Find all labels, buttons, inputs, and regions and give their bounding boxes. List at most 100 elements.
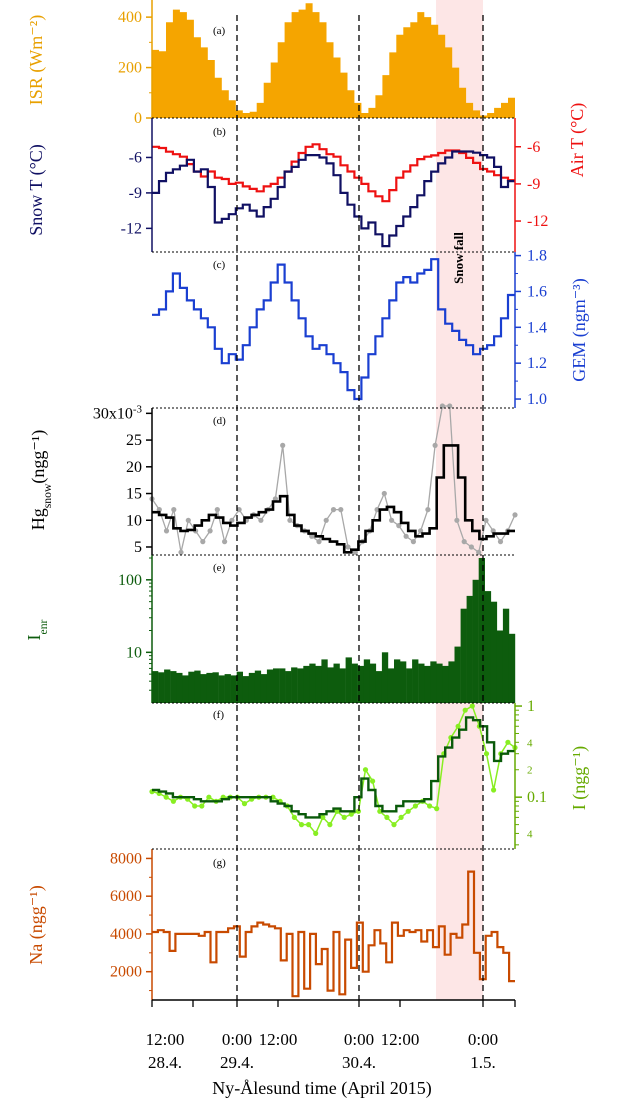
ienr-bar xyxy=(442,665,449,703)
ienr-bar xyxy=(224,674,231,703)
hg-raw-point xyxy=(222,539,228,545)
gem-tick-label: 1.4 xyxy=(527,319,547,336)
i-raw-point xyxy=(170,798,176,804)
i-axis-title: I (ngg⁻¹) xyxy=(569,746,590,810)
ienr-bar xyxy=(460,608,467,703)
i-raw-point xyxy=(427,803,433,809)
i-raw-point xyxy=(384,814,390,821)
ienr-bar xyxy=(164,669,171,703)
ienr-bar xyxy=(176,672,183,703)
i-raw-point xyxy=(491,787,497,793)
ienr-bar xyxy=(182,675,189,703)
ienr-bar xyxy=(236,671,243,703)
ienr-bar xyxy=(170,671,177,703)
x-axis-title: Ny-Ålesund time (April 2015) xyxy=(212,1078,431,1099)
ienr-bar xyxy=(478,558,485,703)
i-raw-point xyxy=(199,803,205,809)
ienr-bar xyxy=(254,670,262,703)
hg-raw-point xyxy=(468,544,474,550)
hg-raw-point xyxy=(497,539,504,545)
air-t-tick-label: -12 xyxy=(527,213,548,230)
hg-tick-label: 25 xyxy=(126,432,142,449)
panel-c: 1.8 1.6 1.4 1.2 1.0 (c) xyxy=(152,248,547,408)
x-tick-label-time: 0:00 xyxy=(222,1030,252,1049)
ienr-bar xyxy=(291,667,298,703)
panel-label-a: (a) xyxy=(213,25,226,37)
ienr-bar xyxy=(327,667,334,703)
ienr-bar xyxy=(242,676,250,703)
ienr-bar xyxy=(430,661,437,703)
ienr-bar xyxy=(400,661,407,703)
i-raw-point xyxy=(163,794,169,800)
ienr-bar xyxy=(297,668,304,703)
i-raw-point xyxy=(405,808,411,814)
panel-d: 30x10-3 25 20 15 10 5 (d) xyxy=(93,403,518,556)
i-raw-point xyxy=(241,801,248,807)
i-raw-point xyxy=(206,794,212,800)
hg-axis-title: Hgsnow(ngg⁻¹) xyxy=(28,430,54,531)
hg-raw-point xyxy=(236,507,242,513)
gem-line xyxy=(152,258,515,401)
hg-raw-point xyxy=(309,533,315,539)
ienr-bar xyxy=(273,668,280,703)
ienr-axis-title: Ienr xyxy=(24,619,50,640)
gem-tick-label: 1.0 xyxy=(527,391,547,408)
ienr-bar xyxy=(212,672,219,703)
na-tick-label: 2000 xyxy=(110,964,142,981)
gem-tick-label: 1.2 xyxy=(527,355,547,372)
x-tick-label-time: 0:00 xyxy=(468,1030,498,1049)
hg-raw-point xyxy=(432,442,438,448)
snow-t-axis-title: Snow T (°C) xyxy=(26,144,47,236)
hg-raw-point xyxy=(461,539,467,545)
hg-raw-point xyxy=(323,517,329,523)
ienr-bar xyxy=(303,665,310,703)
hg-raw-point xyxy=(287,517,293,523)
i-raw-point xyxy=(398,814,404,821)
i-raw-point xyxy=(483,751,490,757)
x-tick-label-date: 1.5. xyxy=(470,1053,496,1072)
ienr-bar xyxy=(394,659,401,703)
air-t-tick-label: -9 xyxy=(527,176,540,193)
hg-raw-point xyxy=(185,517,191,523)
hg-raw-point xyxy=(163,528,170,534)
i-raw-point xyxy=(327,822,333,828)
snowfall-shading xyxy=(436,0,483,1000)
hg-raw-point xyxy=(439,403,445,409)
hg-raw-point xyxy=(476,549,482,555)
i-tick-label: 1 xyxy=(527,698,535,715)
x-tick-label-date: 30.4. xyxy=(342,1053,376,1072)
ienr-bar xyxy=(285,671,292,703)
hg-smoothed-line xyxy=(152,444,515,554)
i-raw-point xyxy=(291,814,297,821)
panel-g: 8000 6000 4000 2000 (g) xyxy=(110,849,515,1000)
ienr-bar xyxy=(260,674,268,703)
ienr-bar xyxy=(424,665,431,703)
i-raw-point xyxy=(306,822,312,828)
x-tick-label-time: 0:00 xyxy=(344,1030,374,1049)
i-minor-tick-label: 2 xyxy=(527,765,533,777)
snow-t-tick-label: -12 xyxy=(121,220,142,237)
i-raw-point xyxy=(377,808,383,814)
hg-raw-point xyxy=(374,507,380,513)
ienr-bar xyxy=(206,672,213,703)
ienr-bar xyxy=(387,668,395,703)
i-raw-point xyxy=(320,814,326,821)
snow-t-line xyxy=(152,150,515,248)
hg-tick-label: 20 xyxy=(126,459,142,476)
i-smoothed-line xyxy=(152,716,515,819)
ienr-bar xyxy=(381,652,389,703)
ienr-bar xyxy=(472,579,479,703)
ienr-bar xyxy=(321,659,328,703)
panel-b: -6 -6 -9 -9 -12 -12 (b) xyxy=(121,118,548,252)
ienr-bar xyxy=(454,646,461,703)
hg-raw-point xyxy=(396,523,402,529)
ienr-bar xyxy=(490,601,498,703)
ienr-bar xyxy=(412,659,419,703)
i-raw-point xyxy=(434,806,440,812)
hg-tick-label: 10 xyxy=(126,512,142,529)
isr-axis-title: ISR (Wm⁻²) xyxy=(26,15,47,105)
i-raw-point xyxy=(341,814,347,821)
i-raw-point xyxy=(462,707,468,713)
air-t-tick-label: -6 xyxy=(527,139,540,156)
ienr-bar xyxy=(484,591,492,703)
